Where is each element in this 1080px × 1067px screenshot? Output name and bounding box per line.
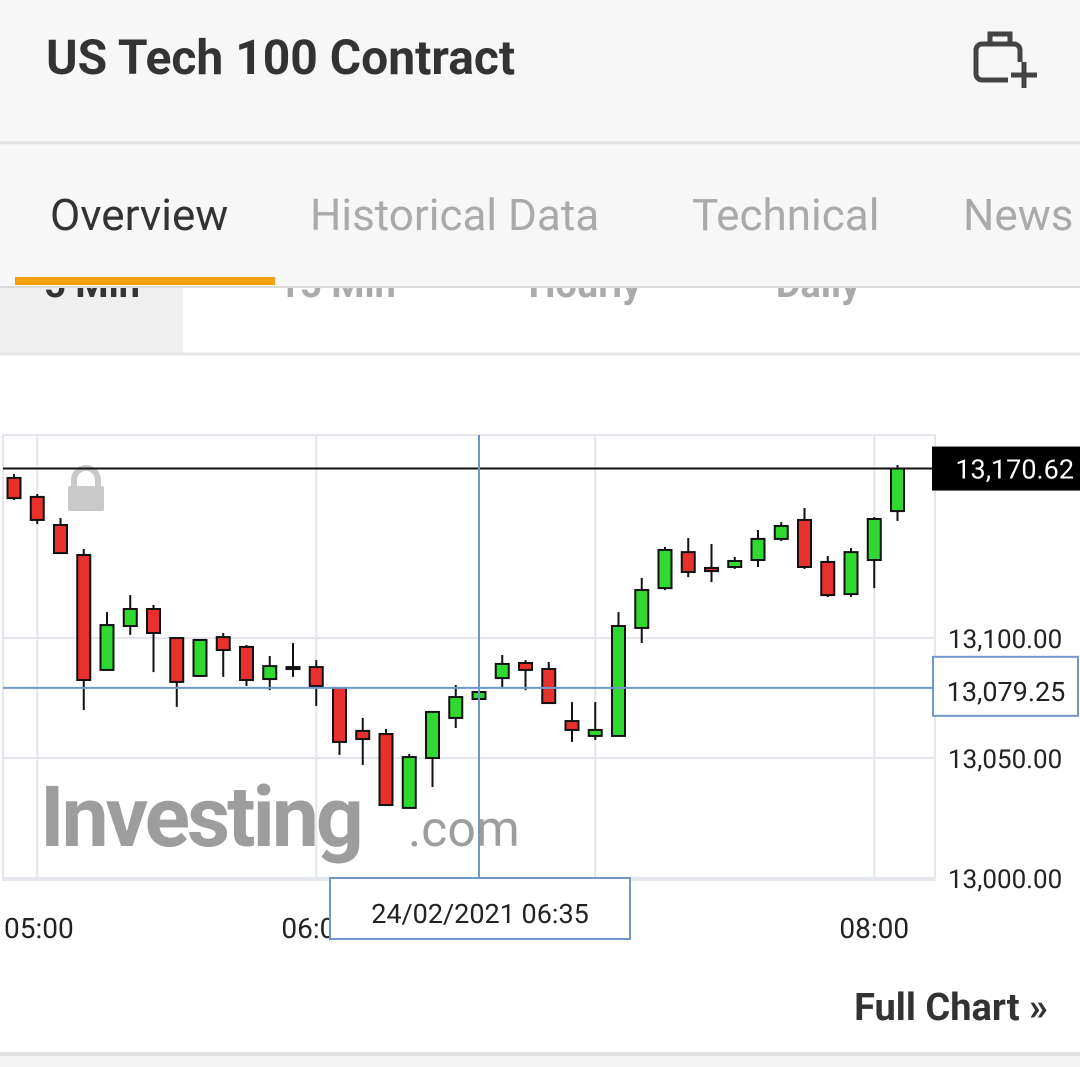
tab[interactable]: News	[963, 189, 1074, 241]
page-bottom	[0, 1056, 1080, 1067]
candle-body	[843, 551, 859, 596]
candle-body	[750, 537, 766, 562]
candle-body	[169, 637, 185, 683]
candle-body	[308, 666, 324, 688]
candle-body	[53, 523, 68, 555]
x-tick-label: 05:00	[4, 912, 74, 945]
candle-body	[773, 524, 789, 540]
candle-body	[239, 645, 254, 682]
header-bg	[0, 0, 1080, 142]
candle-body	[634, 589, 650, 629]
candle-body	[657, 548, 673, 590]
candle-body	[355, 729, 371, 741]
crosshair-x-label: 24/02/2021 06:35	[371, 898, 589, 930]
watermark: .com	[408, 801, 520, 859]
candle-body	[76, 553, 92, 682]
crosshair-y-label: 13,079.25	[947, 676, 1066, 708]
crosshair-y-box	[932, 655, 1079, 717]
candle-body	[494, 662, 510, 680]
candle-body	[448, 696, 464, 719]
candle-body	[215, 636, 231, 652]
candle-body	[727, 559, 743, 568]
tab-bar	[0, 145, 1080, 286]
crosshair-x-box	[329, 877, 631, 940]
candle-body	[797, 518, 812, 568]
candle-body	[680, 551, 696, 574]
candle-body	[6, 476, 22, 500]
candle-body	[587, 728, 603, 737]
last-price-box	[932, 446, 1080, 491]
card-shadow	[0, 1052, 1080, 1056]
add-portfolio-icon[interactable]	[973, 31, 1037, 88]
y-tick-label: 13,100.00	[948, 625, 1062, 655]
candle-body	[122, 607, 138, 628]
candle-body	[192, 638, 208, 677]
tab[interactable]: Overview	[50, 189, 228, 241]
candle-body	[425, 710, 440, 760]
watermark: Investing	[40, 768, 361, 867]
plot-area	[2, 434, 936, 881]
candle-body	[401, 756, 417, 809]
candle-body	[262, 665, 278, 681]
candle-body	[820, 560, 836, 597]
candle-body	[99, 624, 115, 671]
page-title: US Tech 100 Contract	[46, 29, 515, 86]
tab[interactable]: Technical	[692, 189, 879, 241]
y-tick-label: 13,050.00	[948, 745, 1062, 775]
candle-body	[378, 733, 394, 807]
candle-body	[285, 666, 301, 671]
candle-body	[541, 667, 557, 705]
candle-body	[866, 517, 882, 562]
candle-body	[518, 661, 533, 671]
subtab-selected-bg	[0, 287, 183, 353]
x-tick-label: 08:00	[839, 912, 909, 945]
y-tick-label: 13,000.00	[948, 865, 1062, 895]
candle-body	[890, 467, 905, 513]
candle-body	[29, 495, 45, 521]
candle-body	[704, 566, 719, 573]
full-chart-link[interactable]: Full Chart »	[854, 986, 1048, 1030]
last-price-label: 13,170.62	[955, 454, 1074, 486]
candle-body	[564, 720, 580, 731]
tab[interactable]: Historical Data	[310, 189, 599, 241]
candle-body	[611, 625, 626, 737]
candle-body	[146, 607, 161, 634]
chart: Investing .com 13,000.00 13,050.00 13,100.…	[2, 434, 1080, 945]
candle-body	[332, 686, 347, 743]
tab-indicator	[15, 277, 275, 285]
